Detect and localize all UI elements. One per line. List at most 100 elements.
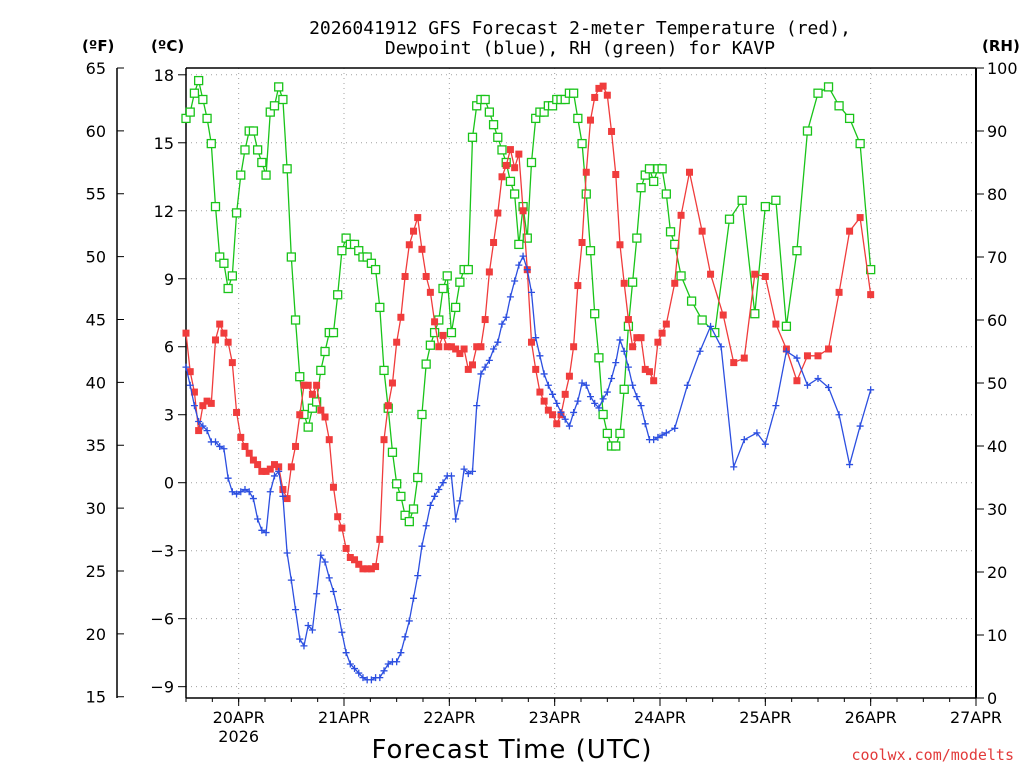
rh-point [206, 138, 216, 149]
dewpoint-point [502, 313, 510, 321]
temperature-point [367, 565, 375, 573]
dewpoint-point [523, 266, 531, 274]
dewpoint-point [578, 379, 586, 387]
dewpoint-point [574, 397, 582, 405]
rh-point [455, 277, 465, 287]
temperature-point [346, 553, 354, 561]
tick-label-c: 9 [164, 270, 174, 289]
temperature-point [856, 214, 864, 222]
dewpoint-point [740, 436, 748, 444]
temperature-point [439, 331, 447, 339]
rh-point [467, 132, 478, 142]
temperature-point [867, 291, 875, 299]
rh-point [686, 296, 697, 306]
temperature-point [279, 486, 287, 494]
dewpoint-point [456, 497, 464, 505]
temperature-point [494, 209, 502, 217]
dewpoint-point [658, 431, 666, 439]
temperature-point [519, 207, 527, 215]
temperature-point [292, 442, 300, 450]
tick-label-f: 60 [86, 122, 106, 141]
temperature-point [825, 345, 833, 353]
dewpoint-point [464, 470, 472, 478]
dewpoint-point [351, 665, 359, 673]
rh-point [278, 94, 288, 105]
temperature-point [846, 227, 854, 235]
dewpoint-point [325, 574, 333, 582]
rh-point [328, 327, 339, 338]
temperature-point [313, 381, 321, 389]
dewpoint-point [182, 363, 190, 371]
dewpoint-point [254, 515, 262, 523]
temperature-point [275, 463, 283, 471]
chart-title-line-2: Dewpoint (blue), RH (green) for KAVP [385, 38, 775, 59]
rh-point [236, 170, 246, 180]
rh-point [636, 183, 646, 193]
temperature-point [245, 449, 253, 457]
dewpoint-point [321, 558, 329, 566]
dewpoint-point [469, 467, 477, 475]
rh-point [446, 327, 457, 338]
dewpoint-point [342, 649, 350, 657]
rh-point [781, 321, 792, 331]
dewpoint-point [544, 381, 552, 389]
temperature-point [355, 560, 363, 568]
right-axis-rh-unit: (RH) [982, 37, 1020, 55]
rh-point [463, 264, 473, 275]
tick-label-c: −3 [150, 542, 174, 561]
dewpoint-point [346, 660, 354, 668]
rh-point [509, 189, 520, 199]
temperature-point [237, 433, 245, 441]
temperature-point [351, 556, 359, 564]
temperature-point [515, 150, 523, 158]
tick-label-f: 25 [86, 562, 106, 581]
temperature-point [553, 420, 561, 428]
rh-point [421, 359, 431, 369]
rh-point [657, 164, 667, 174]
dewpoint-point [629, 381, 637, 389]
dewpoint-point [367, 676, 375, 684]
dewpoint-point [814, 374, 822, 382]
temperature-point [707, 270, 715, 278]
temperature-point [658, 329, 666, 337]
credit-link[interactable]: coolwx.com/modelts [851, 746, 1014, 764]
temperature-point [338, 524, 346, 532]
temperature-point [258, 467, 266, 475]
dewpoint-point [199, 422, 207, 430]
temperature-point [719, 311, 727, 319]
dewpoint-point [565, 422, 573, 430]
temperature-point [342, 544, 350, 552]
dewpoint-point [275, 467, 283, 475]
dewpoint-point [753, 429, 761, 437]
temperature-point [401, 272, 409, 280]
temperature-point [190, 388, 198, 396]
temperature-point [456, 350, 464, 358]
temperature-point [418, 245, 426, 253]
dewpoint-point [654, 433, 662, 441]
dewpoint-point [515, 261, 523, 269]
rh-point [231, 208, 242, 218]
tick-label-rh: 20 [987, 563, 1007, 582]
rh-point [252, 145, 263, 155]
dewpoint-point [422, 522, 430, 530]
dewpoint-point [481, 363, 489, 371]
dewpoint-point [511, 277, 519, 285]
temperature-point [405, 241, 413, 249]
dewpoint-point [603, 388, 611, 396]
dewpoint-point [519, 252, 527, 260]
temperature-point [603, 91, 611, 99]
temperature-point [511, 164, 519, 172]
temperature-point [473, 343, 481, 351]
tick-labels: 1815129630−3−6−9656055504540353025201510… [86, 59, 1018, 746]
tick-label-f: 45 [86, 310, 106, 329]
dewpoint-point [270, 472, 278, 480]
temperature-point [761, 272, 769, 280]
temperature-point [685, 168, 693, 176]
temperature-point [447, 343, 455, 351]
rh-point [750, 309, 760, 319]
temperature-point [397, 313, 405, 321]
tick-label-c: 0 [164, 474, 174, 493]
temperature-point [469, 361, 477, 369]
tick-label-rh: 90 [987, 122, 1007, 141]
dewpoint-point [730, 463, 738, 471]
